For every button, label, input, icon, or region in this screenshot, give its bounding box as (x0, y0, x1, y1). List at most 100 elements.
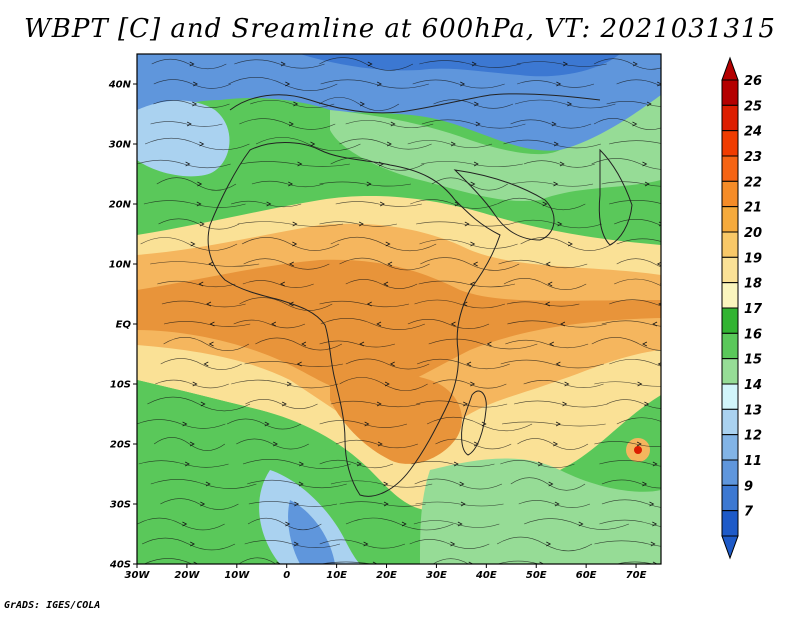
colorbar-label: 21 (744, 201, 762, 216)
colorbar-swatch (721, 180, 739, 208)
colorbar-label: 25 (744, 99, 762, 114)
colorbar-swatch (721, 155, 739, 182)
streamline-arrow (293, 101, 299, 107)
streamline (594, 441, 661, 447)
streamline-arrow (644, 181, 650, 187)
streamline-arrow (555, 421, 561, 427)
streamline-arrow (636, 441, 642, 447)
streamline-arrow (560, 321, 566, 327)
streamline (433, 99, 514, 109)
streamline-arrow (555, 361, 561, 367)
streamline-arrow (192, 381, 198, 387)
streamline (339, 138, 432, 150)
streamline (409, 539, 490, 549)
streamline (320, 318, 425, 330)
colorbar-label: 23 (744, 150, 762, 165)
streamline (244, 539, 341, 549)
streamline-arrow (209, 321, 215, 327)
streamline (601, 181, 661, 187)
streamline (514, 400, 608, 408)
lon-tick-label: 20E (376, 570, 397, 581)
streamline (320, 561, 421, 564)
streamline-arrow (556, 81, 562, 87)
streamline-arrow (193, 561, 199, 564)
streamline-arrow (298, 481, 304, 487)
streamline-arrow (471, 61, 477, 67)
streamline (616, 561, 654, 564)
streamline (412, 79, 505, 89)
streamline (153, 79, 231, 89)
streamline (150, 479, 257, 489)
streamline-arrow (657, 81, 661, 87)
colorbar-label: 15 (744, 353, 762, 368)
streamline (428, 338, 538, 350)
streamline (520, 237, 613, 251)
lat-tick-label: 20N (109, 200, 132, 211)
streamline-arrow (549, 341, 555, 347)
streamline-arrow (372, 561, 378, 564)
streamline (319, 340, 396, 348)
colorbar-swatch (721, 79, 739, 106)
streamline (241, 237, 340, 251)
streamline-arrow (206, 301, 212, 307)
streamline (506, 301, 580, 307)
streamline-arrow (359, 341, 365, 347)
streamline (606, 399, 661, 409)
streamline-arrow (646, 101, 652, 107)
streamline (498, 259, 588, 269)
streamline (601, 479, 661, 489)
colorbar-swatch (721, 206, 739, 233)
streamline (330, 236, 437, 252)
streamline-arrow (384, 381, 390, 387)
streamline-arrow (666, 142, 670, 146)
streamline-arrow (547, 281, 553, 287)
colorbar-label: 17 (744, 302, 763, 317)
streamline-arrow (296, 361, 302, 367)
streamline (244, 361, 343, 367)
streamline-arrow (288, 301, 294, 307)
colorbar-label: 16 (744, 327, 762, 342)
streamline (411, 460, 495, 468)
streamline (616, 79, 661, 87)
streamline (510, 477, 586, 491)
streamline (157, 280, 236, 288)
streamline (155, 379, 229, 389)
streamline-arrow (376, 401, 382, 407)
colorbar: 26 25 24 23 22 21 20 19 18 17 16 15 14 13 12 11 9 7 (721, 56, 763, 560)
streamline (245, 398, 318, 410)
colorbar-label: 9 (744, 479, 753, 494)
colorbar-swatch (721, 383, 739, 410)
streamline-arrow (383, 281, 389, 287)
streamline-arrow (185, 161, 191, 167)
streamline (410, 199, 497, 209)
streamline-arrow (450, 141, 456, 147)
streamline (407, 140, 493, 148)
streamline (415, 501, 504, 507)
streamline-arrow (665, 202, 669, 206)
streamline (413, 520, 500, 528)
streamline-arrow (537, 461, 543, 467)
streamline (163, 336, 250, 352)
streamline-arrow (385, 241, 391, 247)
colorbar-label: 7 (744, 505, 754, 520)
streamline-arrow (450, 541, 456, 547)
coastlines (207, 93, 633, 497)
streamline (141, 537, 236, 551)
lat-tick-label: 40S (109, 560, 131, 571)
colorbar-swatch (721, 307, 739, 334)
lat-tick-label: 10S (110, 380, 131, 391)
streamline-arrow (656, 261, 661, 267)
colorbar-swatch (721, 231, 739, 258)
streamline (137, 159, 231, 169)
streamline-arrow (644, 401, 650, 407)
streamline (345, 120, 434, 128)
streamline-arrow (379, 201, 385, 207)
streamline-arrow (366, 301, 372, 307)
streamline-arrow (632, 61, 638, 67)
streamline-arrow (376, 81, 382, 87)
streamline-arrow (542, 201, 548, 207)
grads-credit: GrADS: IGES/COLA (4, 600, 101, 611)
streamline (524, 518, 629, 530)
streamline (339, 501, 426, 507)
